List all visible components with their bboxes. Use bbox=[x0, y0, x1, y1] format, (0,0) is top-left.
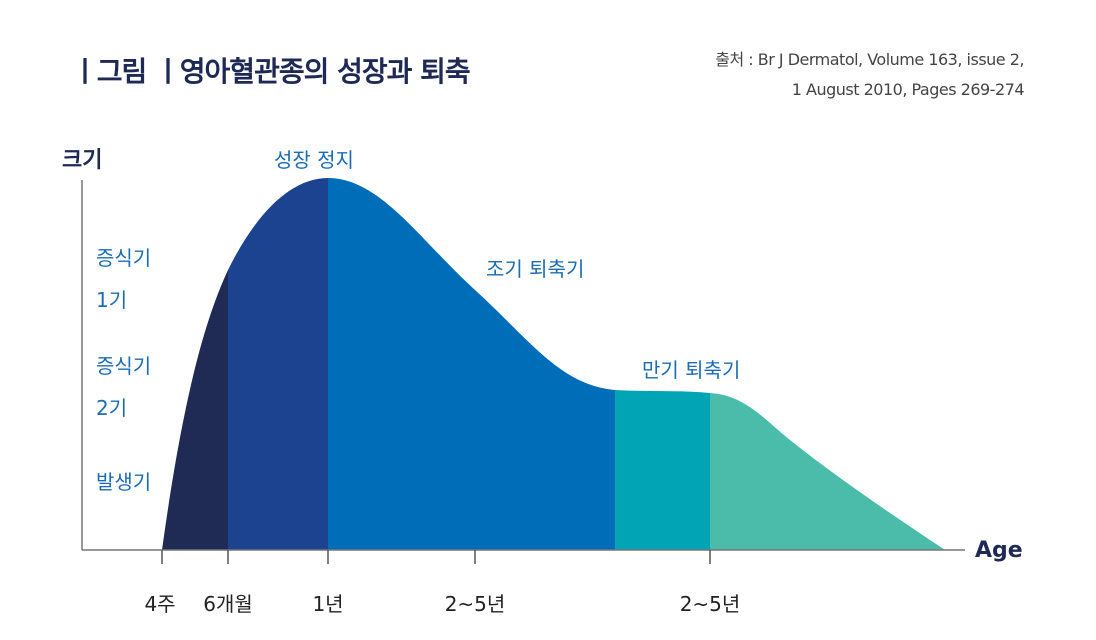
label-proliferative-2b: 2기 bbox=[96, 396, 128, 420]
tick-label-2-5-years-b: 2~5년 bbox=[679, 592, 741, 616]
band-onset bbox=[162, 178, 228, 550]
band-early-involution bbox=[328, 178, 616, 550]
band-final bbox=[710, 178, 945, 550]
x-axis-label: Age bbox=[975, 538, 1023, 563]
tick-label-1-year: 1년 bbox=[312, 592, 344, 616]
band-late-involution bbox=[615, 178, 710, 550]
label-early-involution: 조기 퇴축기 bbox=[486, 257, 585, 281]
page-title: ㅣ그림 ㅣ영아혈관종의 성장과 퇴축 bbox=[72, 55, 471, 88]
source-line-2: 1 August 2010, Pages 269-274 bbox=[791, 80, 1025, 99]
label-proliferative-2a: 증식기 bbox=[96, 354, 152, 378]
tick-label-6-months: 6개월 bbox=[203, 592, 253, 616]
band-proliferative bbox=[228, 178, 328, 550]
label-plateau: 성장 정지 bbox=[274, 148, 354, 172]
label-proliferative-1b: 1기 bbox=[96, 288, 128, 312]
tick-label-4-weeks: 4주 bbox=[144, 592, 176, 616]
label-onset: 발생기 bbox=[96, 470, 152, 494]
y-axis-label: 크기 bbox=[62, 148, 103, 173]
label-proliferative-1a: 증식기 bbox=[96, 246, 152, 270]
tick-label-2-5-years-a: 2~5년 bbox=[444, 592, 506, 616]
label-late-involution: 만기 퇴축기 bbox=[642, 358, 741, 382]
source-line-1: 출처 : Br J Dermatol, Volume 163, issue 2, bbox=[715, 50, 1024, 69]
